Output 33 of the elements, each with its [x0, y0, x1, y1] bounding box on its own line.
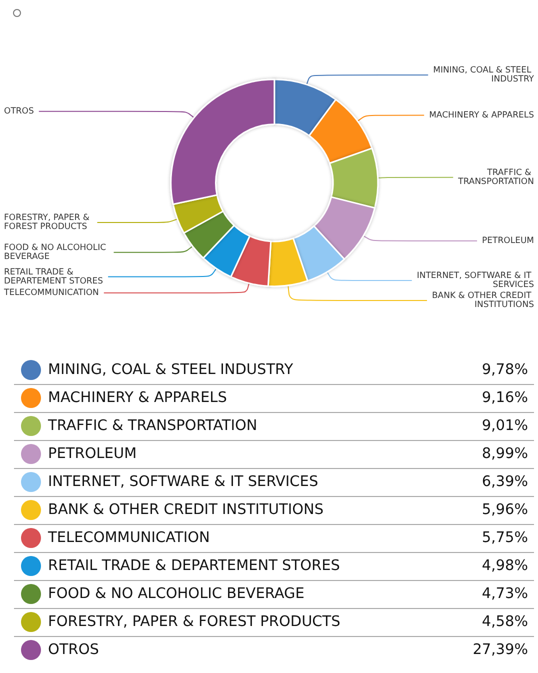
slice-label: TELECOMMUNICATION	[3, 288, 99, 298]
slice-label: FORESTRY, PAPER & FOREST PRODUCTS	[4, 213, 92, 232]
legend-label: BANK & OTHER CREDIT INSTITUTIONS	[48, 496, 450, 524]
slice-label: OTROS	[4, 106, 34, 116]
data-label: 6,39%	[450, 468, 534, 496]
legend-label: TRAFFIC & TRANSPORTATION	[48, 412, 450, 440]
slice-label: FOOD & NO ALCOHOLIC BEVERAGE	[4, 242, 109, 262]
legend-label: INTERNET, SOFTWARE & IT SERVICES	[48, 468, 450, 496]
slice-label: BANK & OTHER CREDIT INSTITUTIONS	[432, 291, 534, 310]
legend-label: FORESTRY, PAPER & FOREST PRODUCTS	[48, 608, 450, 636]
legend-label: OTROS	[48, 641, 100, 660]
data-label: 4,58%	[450, 608, 534, 636]
data-label: 9,78%	[450, 356, 534, 384]
legend-label: RETAIL TRADE & DEPARTEMENT STORES	[48, 552, 450, 580]
legend-label: FOOD & NO ALCOHOLIC BEVERAGE	[48, 580, 450, 608]
slice-label: INTERNET, SOFTWARE & IT SERVICES	[416, 271, 534, 290]
legend-label: MINING, COAL & STEEL INDUSTRY	[48, 356, 450, 384]
data-label: 4,73%	[450, 580, 534, 608]
legend-label: PETROLEUM	[48, 440, 450, 468]
data-label: 5,75%	[450, 524, 534, 552]
legend-label: TELECOMMUNICATION	[48, 524, 450, 552]
data-label: 9,01%	[450, 412, 534, 440]
data-label: 5,96%	[450, 496, 534, 524]
legend-label: MACHINERY & APPARELS	[48, 384, 450, 412]
slice-label: PETROLEUM	[482, 236, 534, 246]
slice-label: MINING, COAL & STEEL INDUSTRY	[433, 66, 535, 85]
slice-label: TRAFFIC & TRANSPORTATION	[457, 168, 534, 187]
data-label: 8,99%	[450, 440, 534, 468]
slice-label: RETAIL TRADE & DEPARTEMENT STORES	[4, 267, 104, 286]
data-label: 4,98%	[450, 552, 534, 580]
data-label: 9,16%	[450, 384, 534, 412]
data-label: 27,39%	[472, 641, 529, 660]
slice-label: MACHINERY & APPARELS	[429, 110, 534, 120]
